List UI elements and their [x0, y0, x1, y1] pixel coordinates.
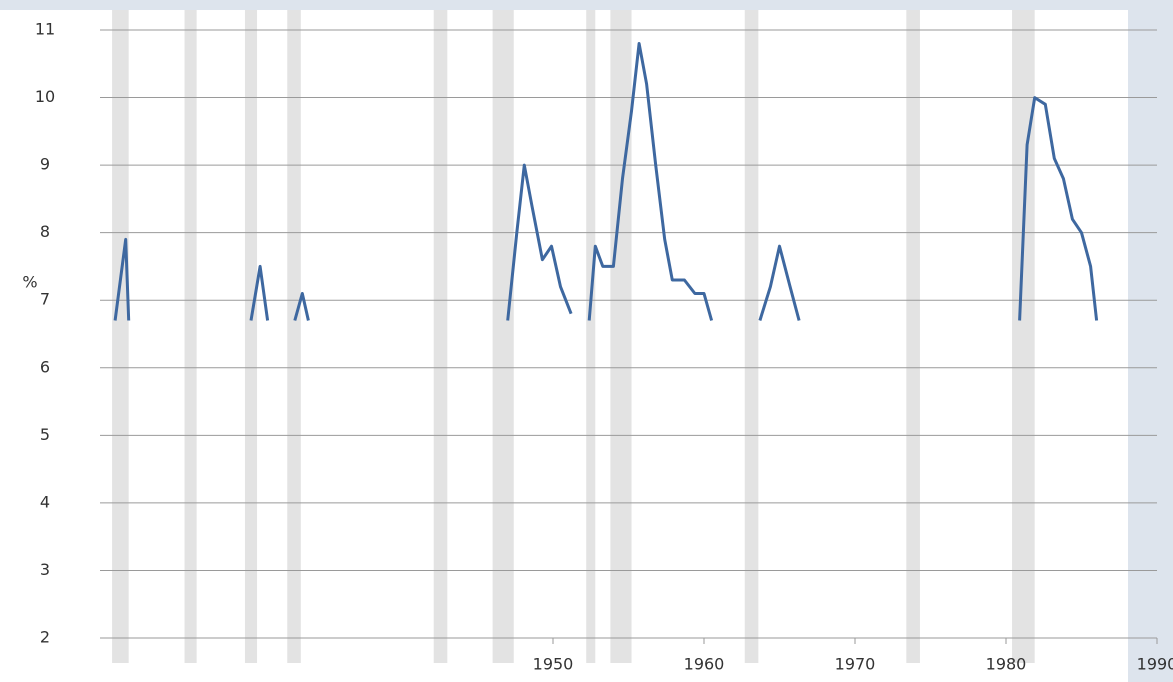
y-tick-label: 8 — [40, 222, 50, 241]
y-tick-label: 6 — [40, 357, 50, 376]
y-tick-label: 4 — [40, 492, 50, 511]
y-tick-label: 3 — [40, 560, 50, 579]
plot-background — [0, 10, 1128, 682]
recession-band — [184, 10, 197, 663]
recession-band — [433, 10, 448, 663]
axis-area — [0, 10, 100, 682]
y-tick-label: 10 — [35, 87, 55, 106]
y-tick-label: 2 — [40, 628, 50, 647]
y-tick-label: 7 — [40, 290, 50, 309]
recession-band — [244, 10, 258, 663]
x-tick-label: 1950 — [533, 655, 574, 674]
recession-band — [492, 10, 514, 663]
recession-band — [287, 10, 301, 663]
y-tick-label: 9 — [40, 155, 50, 174]
series-line — [113, 42, 1099, 321]
recession-band — [586, 10, 596, 663]
y-tick-label: 11 — [35, 20, 55, 39]
x-tick-label: 1970 — [835, 655, 876, 674]
recession-band — [906, 10, 920, 663]
y-axis-label: % — [22, 273, 37, 292]
recession-band — [744, 10, 759, 663]
x-tick-label: 1960 — [684, 655, 725, 674]
recession-band — [1012, 10, 1035, 663]
recession-band — [112, 10, 129, 663]
y-tick-label: 5 — [40, 425, 50, 444]
x-tick-label: 1980 — [986, 655, 1027, 674]
x-tick-label: 1990 — [1137, 655, 1173, 674]
recession-band — [610, 10, 632, 663]
